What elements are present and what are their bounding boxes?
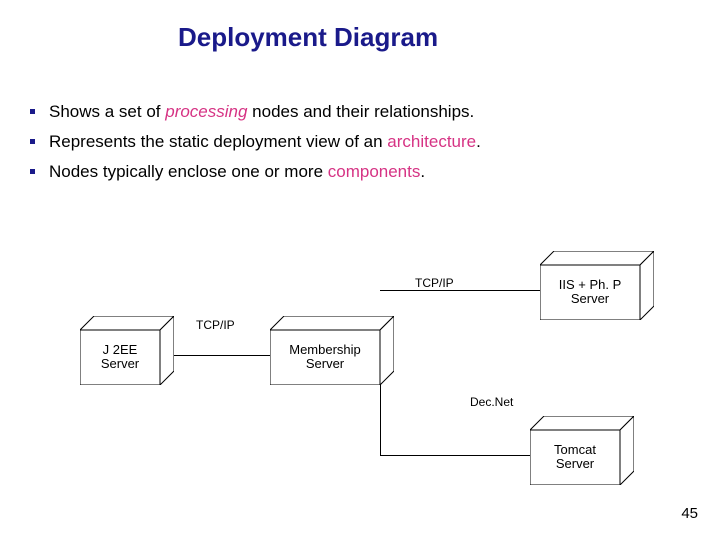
slide-number: 45 (681, 505, 698, 522)
edge-line (380, 455, 530, 456)
node-label-line: Membership (289, 342, 361, 357)
node-label: IIS + Ph. P Server (540, 278, 640, 308)
node-membership: Membership Server (270, 316, 394, 385)
node-label: Membership Server (270, 343, 380, 373)
edge-label: TCP/IP (415, 276, 454, 290)
node-label-line: Server (306, 356, 344, 371)
edge-line (380, 290, 540, 291)
edge-line (160, 355, 270, 356)
node-label-line: Server (101, 356, 139, 371)
node-label: J 2EE Server (80, 343, 160, 373)
node-label-line: IIS + Ph. P (559, 277, 622, 292)
node-label: Tomcat Server (530, 443, 620, 473)
node-tomcat: Tomcat Server (530, 416, 634, 485)
node-iis: IIS + Ph. P Server (540, 251, 654, 320)
node-label-line: Server (571, 291, 609, 306)
node-j2ee: J 2EE Server (80, 316, 174, 385)
node-label-line: Tomcat (554, 442, 596, 457)
node-label-line: J 2EE (103, 342, 138, 357)
edge-label: Dec.Net (470, 395, 513, 409)
node-label-line: Server (556, 456, 594, 471)
edge-label: TCP/IP (196, 318, 235, 332)
deployment-diagram: TCP/IP TCP/IP Dec.Net J 2EE Server Members… (0, 0, 720, 540)
